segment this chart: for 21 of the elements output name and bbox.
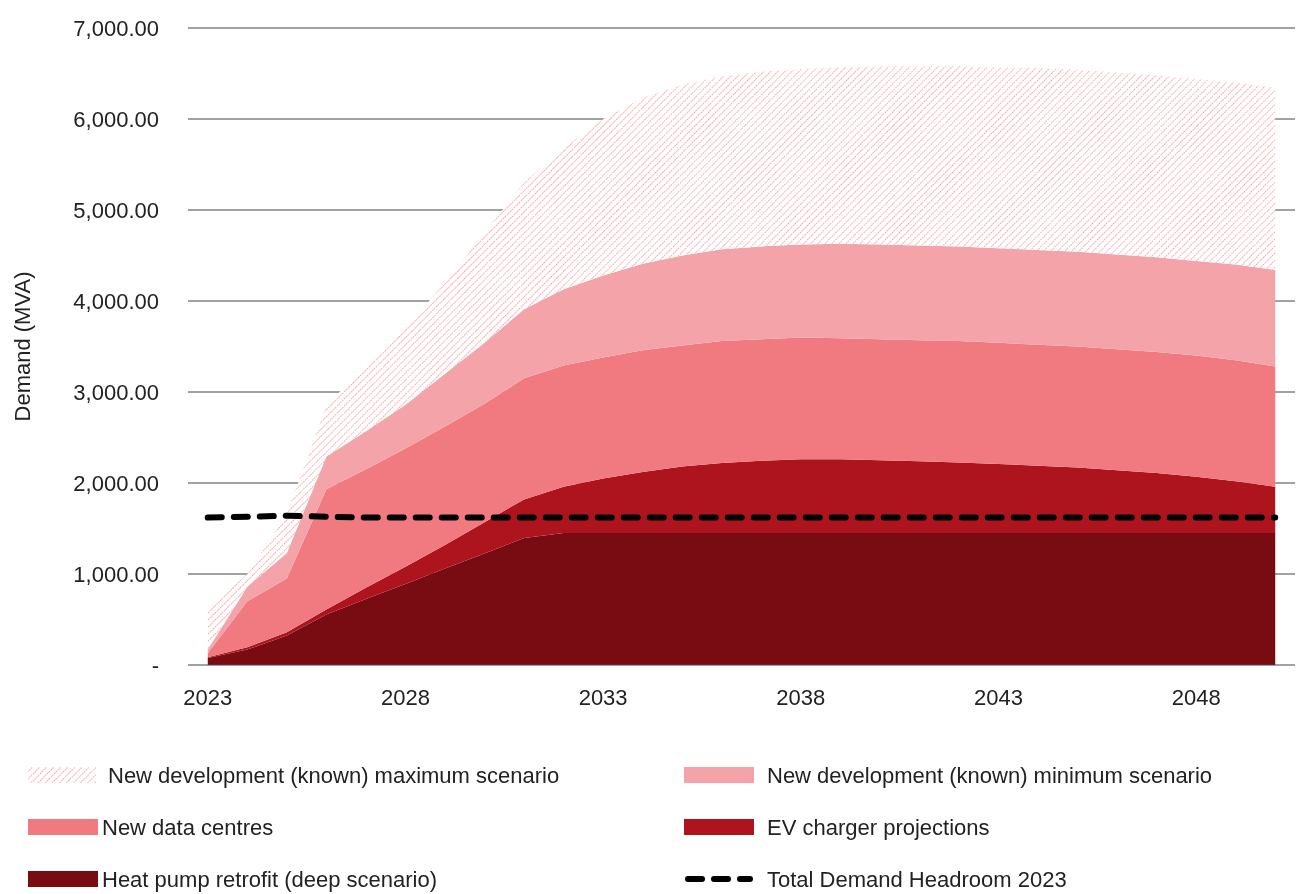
y-axis-title: Demand (MVA) <box>10 271 35 422</box>
y-tick-label: 3,000.00 <box>73 379 159 405</box>
y-tick-label: - <box>151 652 159 678</box>
x-tick-label: 2033 <box>578 684 628 710</box>
legend-label: New development (known) maximum scenario <box>108 762 560 788</box>
y-tick-label: 2,000.00 <box>73 470 159 496</box>
x-tick-label: 2048 <box>1171 684 1221 710</box>
y-tick-label: 5,000.00 <box>73 197 159 223</box>
legend-label: Total Demand Headroom 2023 <box>767 866 1067 892</box>
x-tick-label: 2028 <box>380 684 430 710</box>
y-tick-label: 6,000.00 <box>73 106 159 132</box>
legend-label: New data centres <box>102 814 274 840</box>
x-tick-label: 2023 <box>183 684 233 710</box>
y-tick-label: 1,000.00 <box>73 561 159 587</box>
legend-label: Heat pump retrofit (deep scenario) <box>102 866 438 892</box>
y-tick-label: 7,000.00 <box>73 15 159 41</box>
x-tick-label: 2043 <box>974 684 1023 710</box>
legend-label: New development (known) minimum scenario <box>767 762 1213 788</box>
legend-label: EV charger projections <box>767 814 990 840</box>
y-tick-label: 4,000.00 <box>73 288 159 314</box>
x-tick-label: 2038 <box>776 684 826 710</box>
